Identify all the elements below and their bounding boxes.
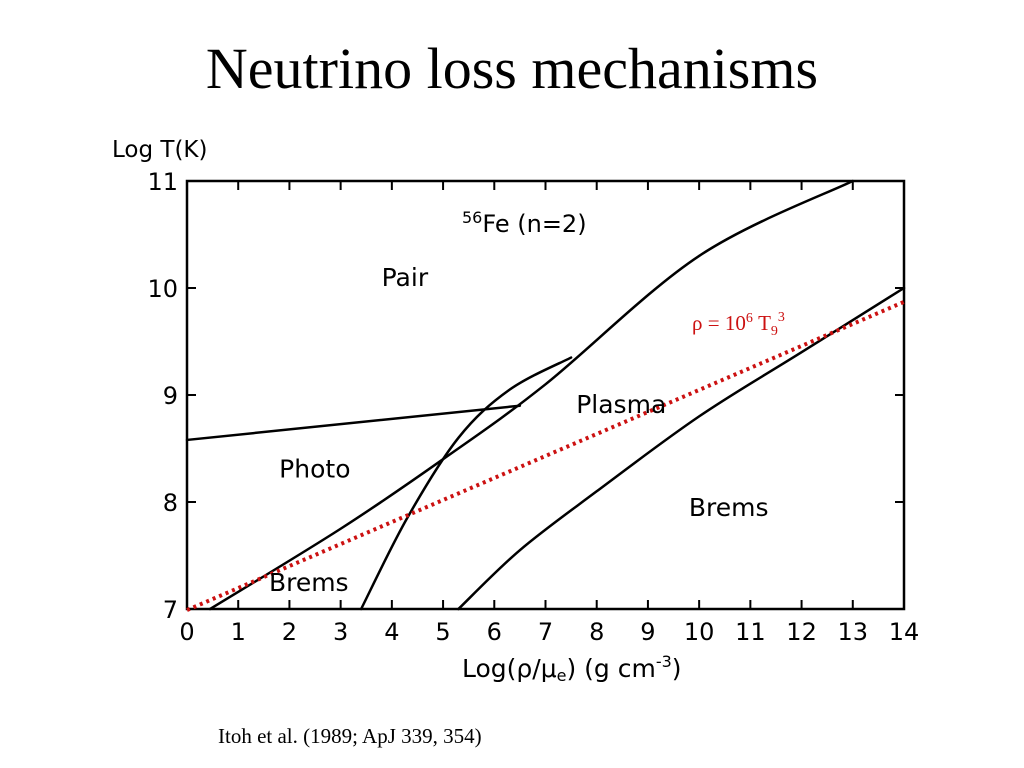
chart-title-main: Fe (n=2) [482,210,586,238]
x-label-main: Log(ρ/μ [462,654,557,683]
y-tick-label: 7 [163,596,178,624]
reference-line-label: ρ = 106 T93 [692,310,785,339]
region-label: Brems [269,568,349,597]
y-axis-label: Log T(K) [112,137,207,163]
ref-label-exp: 6 [746,311,753,326]
region-labels: Pair Plasma Photo Brems Brems [269,263,769,597]
x-tick-label: 13 [838,618,869,646]
boundary-curves [185,179,906,611]
x-tick-label: 0 [179,618,194,646]
ref-label-sup: 3 [778,310,785,325]
y-tick-label: 9 [163,382,178,410]
x-tick-label: 1 [231,618,246,646]
x-label-sub: e [557,666,567,685]
chart-title-superscript: 56 [462,208,482,227]
chart-title: 56Fe (n=2) [462,208,587,238]
x-tick-label: 9 [640,618,655,646]
x-tick-label: 11 [735,618,766,646]
ref-label-rho: ρ = 10 [692,311,746,335]
x-tick-label: 7 [538,618,553,646]
region-label: Brems [689,493,769,522]
x-tick-label: 10 [684,618,715,646]
x-axis-label: Log(ρ/μe) (g cm-3) [462,652,682,685]
x-tick-label: 8 [589,618,604,646]
y-tick-label: 10 [147,275,178,303]
slide-title: Neutrino loss mechanisms [205,36,819,101]
boundary-curve [208,179,855,611]
boundary-curve [457,286,906,611]
plot-frame [185,179,906,611]
x-label-mid: ) (g cm [566,654,655,683]
x-label-end: ) [672,654,682,683]
tick-group [186,180,905,610]
y-tick-label: 11 [147,168,178,196]
ref-label-sub: 9 [771,324,778,339]
x-tick-label: 3 [333,618,348,646]
x-label-sup: -3 [656,652,672,671]
x-tick-label: 6 [487,618,502,646]
x-tick-labels: 0 1 2 3 4 5 6 7 8 9 10 11 12 13 14 [179,618,919,646]
boundary-curve [359,356,573,611]
x-tick-label: 12 [786,618,817,646]
x-tick-label: 4 [384,618,399,646]
ref-label-t: T [753,311,771,335]
y-tick-labels: 7 8 9 10 11 [147,168,178,624]
boundary-curve [185,404,522,442]
x-tick-label: 2 [282,618,297,646]
source-caption: Itoh et al. (1989; ApJ 339, 354) [218,724,482,748]
y-tick-label: 8 [163,489,178,517]
x-tick-label: 5 [435,618,450,646]
region-label: Plasma [576,390,666,419]
x-tick-label: 14 [889,618,920,646]
region-label: Photo [279,454,350,483]
region-label: Pair [382,263,429,292]
